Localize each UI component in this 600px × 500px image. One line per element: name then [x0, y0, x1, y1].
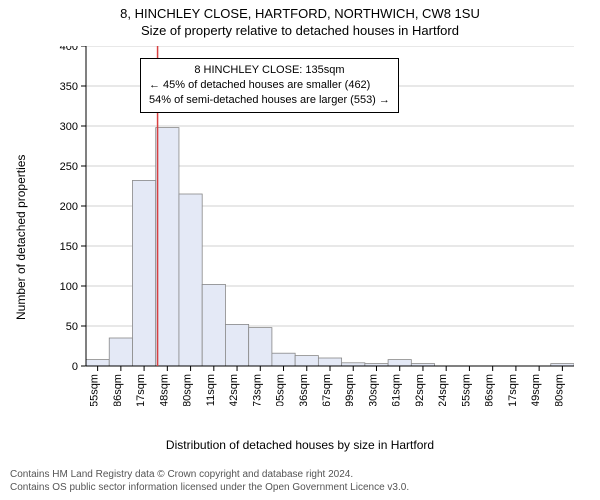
x-tick-label: 399sqm: [344, 374, 356, 406]
x-tick-label: 305sqm: [275, 374, 287, 406]
histogram-bar: [179, 194, 202, 366]
y-axis-label: Number of detached properties: [14, 155, 28, 320]
svg-text:0: 0: [72, 361, 78, 373]
svg-text:50: 50: [66, 321, 78, 333]
x-tick-label: 430sqm: [367, 374, 379, 406]
x-tick-label: 617sqm: [507, 374, 519, 406]
footer-line1: Contains HM Land Registry data © Crown c…: [10, 468, 409, 481]
histogram-bar: [388, 360, 411, 366]
histogram-bar: [318, 358, 341, 366]
info-line-property: 8 HINCHLEY CLOSE: 135sqm: [149, 63, 390, 78]
x-tick-label: 492sqm: [414, 374, 426, 406]
histogram-bar: [202, 284, 225, 366]
histogram-bar: [156, 128, 179, 366]
histogram-bar: [225, 324, 248, 366]
property-info-box: 8 HINCHLEY CLOSE: 135sqm ← 45% of detach…: [140, 58, 399, 113]
x-tick-label: 55sqm: [89, 374, 101, 406]
svg-text:100: 100: [60, 281, 78, 293]
x-tick-label: 180sqm: [182, 374, 194, 406]
histogram-bar: [109, 338, 132, 366]
svg-text:200: 200: [60, 201, 78, 213]
chart-title-address: 8, HINCHLEY CLOSE, HARTFORD, NORTHWICH, …: [0, 6, 600, 21]
histogram-bar: [272, 353, 295, 366]
x-tick-label: 524sqm: [437, 374, 449, 406]
x-tick-label: 86sqm: [112, 374, 124, 406]
histogram-bar: [86, 360, 109, 366]
info-line-smaller: ← 45% of detached houses are smaller (46…: [149, 78, 390, 93]
svg-text:250: 250: [60, 161, 78, 173]
x-tick-label: 211sqm: [205, 374, 217, 406]
svg-text:350: 350: [60, 81, 78, 93]
x-axis-label: Distribution of detached houses by size …: [0, 438, 600, 452]
x-tick-label: 586sqm: [484, 374, 496, 406]
x-tick-label: 336sqm: [298, 374, 310, 406]
x-tick-label: 367sqm: [321, 374, 333, 406]
x-tick-label: 148sqm: [158, 374, 170, 406]
x-tick-label: 555sqm: [460, 374, 472, 406]
info-line-larger: 54% of semi-detached houses are larger (…: [149, 93, 390, 108]
svg-text:400: 400: [60, 46, 78, 53]
x-tick-label: 242sqm: [228, 374, 240, 406]
x-tick-label: 273sqm: [251, 374, 263, 406]
footer-line2: Contains OS public sector information li…: [10, 481, 409, 494]
footer-attribution: Contains HM Land Registry data © Crown c…: [10, 468, 409, 494]
svg-text:150: 150: [60, 241, 78, 253]
x-tick-label: 461sqm: [391, 374, 403, 406]
histogram-bar: [132, 180, 155, 366]
x-tick-label: 649sqm: [530, 374, 542, 406]
svg-text:300: 300: [60, 121, 78, 133]
chart-subtitle: Size of property relative to detached ho…: [0, 23, 600, 38]
histogram-bar: [249, 328, 272, 366]
histogram-bar: [295, 356, 318, 366]
x-tick-label: 680sqm: [553, 374, 565, 406]
x-tick-label: 117sqm: [135, 374, 147, 406]
